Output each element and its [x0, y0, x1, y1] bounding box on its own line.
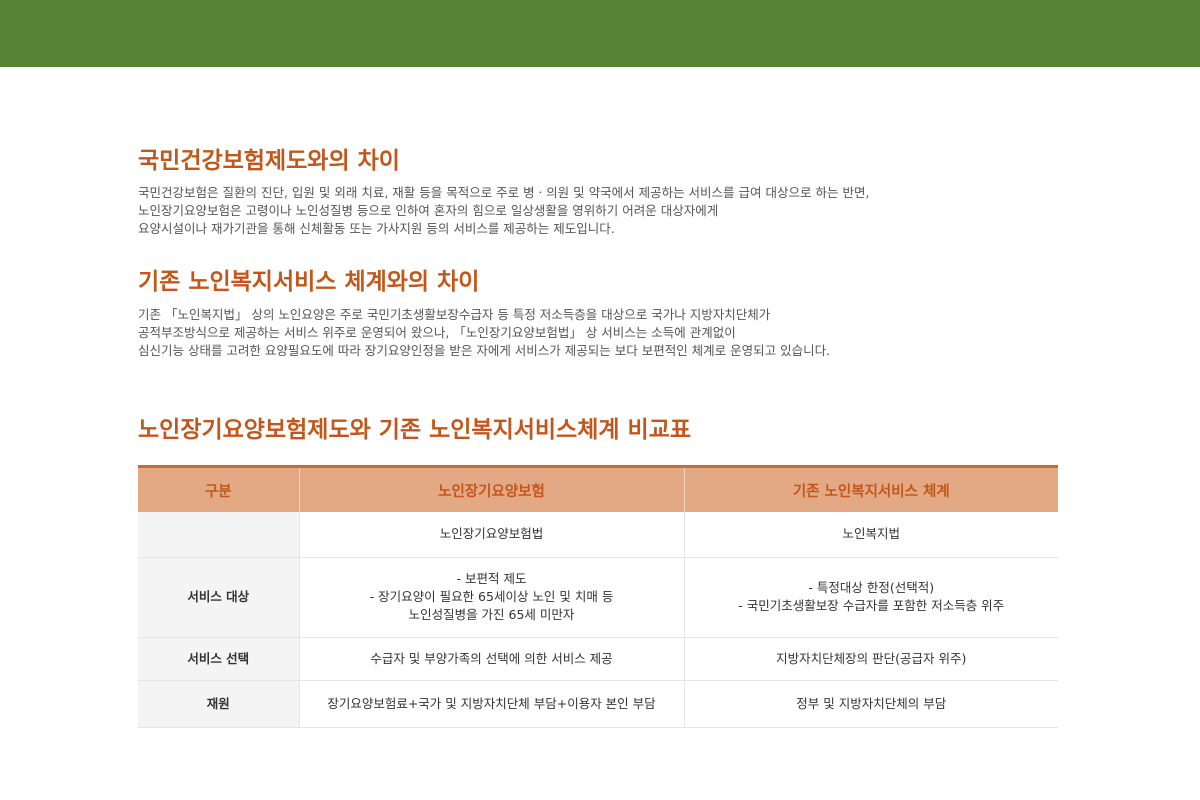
section-title-welfare-difference: 기존 노인복지서비스 체계와의 차이	[138, 269, 480, 295]
top-banner	[0, 0, 1200, 67]
paragraph-line: 국민건강보험은 질환의 진단, 입원 및 외래 치료, 재활 등을 목적으로 주…	[138, 185, 870, 200]
table-cell: - 특정대상 한정(선택적) - 국민기초생활보장 수급자를 포함한 저소득층 …	[684, 557, 1058, 638]
section-paragraph-nhis: 국민건강보험은 질환의 진단, 입원 및 외래 치료, 재활 등을 목적으로 주…	[138, 184, 1058, 238]
paragraph-line: 심신기능 상태를 고려한 요양필요도에 따라 장기요양인정을 받은 자에게 서비…	[138, 343, 831, 358]
paragraph-line: 요양시설이나 재가기관을 통해 신체활동 또는 가사지원 등의 서비스를 제공하…	[138, 221, 615, 236]
cell-text: - 국민기초생활보장 수급자를 포함한 저소득층 위주	[738, 598, 1005, 613]
table-header-existing-welfare: 기존 노인복지서비스 체계	[684, 465, 1058, 512]
paragraph-line: 노인장기요양보험은 고령이나 노인성질병 등으로 인하여 혼자의 힘으로 일상생…	[138, 203, 719, 218]
table-cell: 장기요양보험료+국가 및 지방자치단체 부담+이용자 본인 부담	[299, 680, 685, 728]
cell-text: 정부 및 지방자치단체의 부담	[796, 695, 947, 711]
cell-text: 노인장기요양보험법	[439, 526, 544, 542]
table-row: 재원 장기요양보험료+국가 및 지방자치단체 부담+이용자 본인 부담 정부 및…	[138, 680, 1058, 728]
cell-text: 장기요양보험료+국가 및 지방자치단체 부담+이용자 본인 부담	[327, 695, 656, 711]
section-title-comparison-table: 노인장기요양보험제도와 기존 노인복지서비스체계 비교표	[138, 417, 692, 443]
table-header-category: 구분	[138, 465, 300, 512]
row-label: 서비스 선택	[138, 637, 300, 681]
row-label	[138, 512, 300, 558]
section-paragraph-welfare: 기존 「노인복지법」 상의 노인요양은 주로 국민기초생활보장수급자 등 특정 …	[138, 306, 1058, 360]
row-label: 서비스 대상	[138, 557, 300, 638]
paragraph-line: 기존 「노인복지법」 상의 노인요양은 주로 국민기초생활보장수급자 등 특정 …	[138, 307, 771, 322]
table-header-row: 구분 노인장기요양보험 기존 노인복지서비스 체계	[138, 465, 1058, 512]
cell-text: 지방자치단체장의 판단(공급자 위주)	[776, 650, 967, 666]
table-cell: 수급자 및 부양가족의 선택에 의한 서비스 제공	[299, 637, 685, 681]
table-row: 노인장기요양보험법 노인복지법	[138, 512, 1058, 558]
comparison-table: 구분 노인장기요양보험 기존 노인복지서비스 체계 노인장기요양보험법 노인복지…	[138, 465, 1058, 728]
table-cell: - 보편적 제도 - 장기요양이 필요한 65세이상 노인 및 치매 등 노인성…	[299, 557, 685, 638]
cell-text: - 보편적 제도	[456, 571, 527, 586]
table-row: 서비스 대상 - 보편적 제도 - 장기요양이 필요한 65세이상 노인 및 치…	[138, 557, 1058, 638]
cell-text: - 특정대상 한정(선택적)	[808, 580, 935, 595]
table-row: 서비스 선택 수급자 및 부양가족의 선택에 의한 서비스 제공 지방자치단체장…	[138, 637, 1058, 681]
cell-text: 노인성질병을 가진 65세 미만자	[408, 607, 575, 622]
table-cell: 노인장기요양보험법	[299, 512, 685, 558]
table-cell: 정부 및 지방자치단체의 부담	[684, 680, 1058, 728]
paragraph-line: 공적부조방식으로 제공하는 서비스 위주로 운영되어 왔으나, 「노인장기요양보…	[138, 325, 736, 340]
cell-text: 노인복지법	[842, 526, 900, 542]
section-title-nhis-difference: 국민건강보험제도와의 차이	[138, 148, 400, 174]
cell-text: 수급자 및 부양가족의 선택에 의한 서비스 제공	[370, 650, 613, 666]
table-cell: 노인복지법	[684, 512, 1058, 558]
table-header-ltc-insurance: 노인장기요양보험	[299, 465, 685, 512]
table-cell: 지방자치단체장의 판단(공급자 위주)	[684, 637, 1058, 681]
row-label: 재원	[138, 680, 300, 728]
cell-text: - 장기요양이 필요한 65세이상 노인 및 치매 등	[369, 589, 614, 604]
